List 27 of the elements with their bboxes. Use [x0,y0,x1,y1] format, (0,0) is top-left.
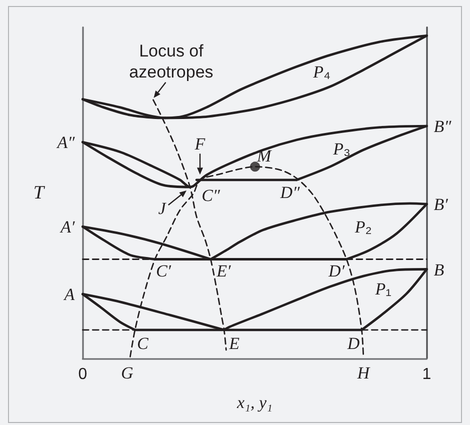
x-tick-label: 0 [78,366,88,383]
annotation: P₂ [354,217,372,236]
annotation: J [158,198,168,218]
annotation: P₃ [332,138,350,158]
annotation: A [63,284,76,304]
annotation: B [434,260,445,279]
annotation: A″ [56,132,76,152]
annotation: B′ [434,194,448,214]
annotation: Locus of azeotropes [129,41,214,82]
annotation: A′ [60,217,75,236]
annotation: D [346,333,360,352]
x-axis-title: x₁, y₁ [236,392,272,412]
annotation: C′ [156,260,172,280]
annotation: P₁ [374,278,392,298]
annotation: G [121,362,134,382]
annotation: F [194,134,206,154]
annotation: B″ [434,116,452,136]
annotation: E [228,333,240,352]
annotation: D″ [279,182,301,202]
annotation: E′ [216,260,232,280]
annotation: C″ [202,185,221,204]
x-tick-label: 1 [422,366,432,383]
y-axis-title: T [33,182,46,204]
annotation: P₄ [312,62,330,82]
annotation: C [136,333,149,352]
annotation: H [356,362,372,382]
annotation: D′ [328,260,345,280]
